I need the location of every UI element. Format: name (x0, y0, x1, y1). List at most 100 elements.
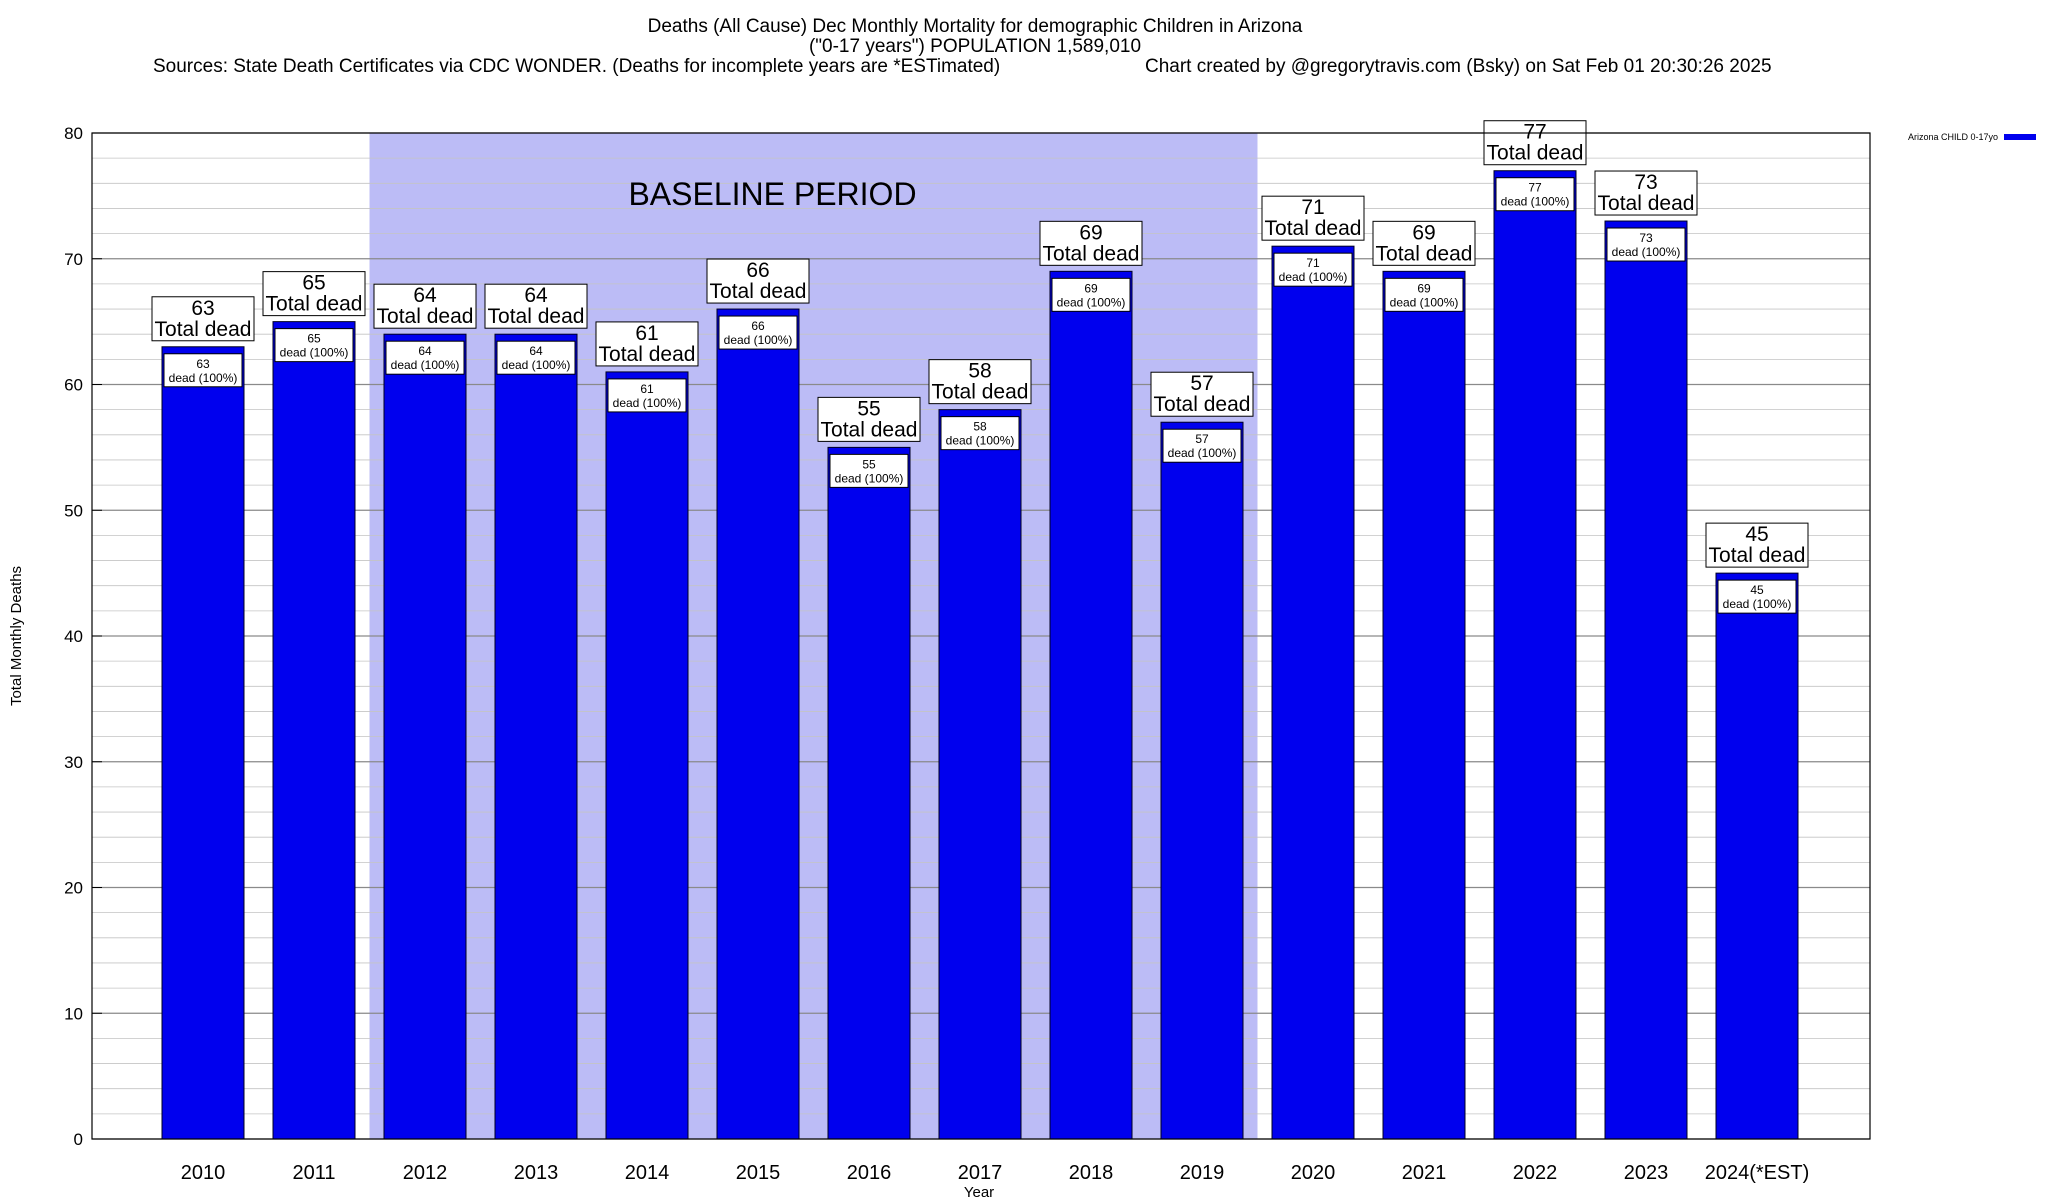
y-tick-label: 0 (74, 1130, 83, 1149)
x-tick-label: 2020 (1291, 1162, 1336, 1184)
bar (161, 346, 245, 1140)
inner-label-box (496, 340, 576, 375)
total-label-box (595, 321, 699, 367)
total-label-box (1594, 170, 1698, 216)
total-label-suffix: Total dead (710, 280, 807, 303)
legend-swatch (2004, 134, 2036, 140)
inner-label-box (1273, 252, 1353, 287)
x-tick-label: 2017 (958, 1162, 1003, 1184)
inner-label-suffix: dead (100%) (280, 346, 349, 360)
inner-label-value: 45 (1750, 583, 1764, 597)
inner-label-value: 65 (307, 332, 321, 346)
total-label-value: 55 (857, 397, 880, 420)
bar (938, 409, 1022, 1140)
total-label-suffix: Total dead (821, 418, 918, 441)
total-label-suffix: Total dead (1487, 142, 1584, 165)
x-tick-label: 2011 (292, 1162, 335, 1184)
inner-label-box (940, 416, 1020, 451)
inner-label-value: 77 (1528, 181, 1542, 195)
y-tick-label: 10 (64, 1004, 83, 1023)
x-tick-label: 2014 (625, 1162, 670, 1184)
total-label-suffix: Total dead (1154, 393, 1251, 416)
y-axis-label: Total Monthly Deaths (8, 566, 25, 706)
total-label-box (262, 271, 366, 317)
total-label-suffix: Total dead (155, 318, 252, 341)
inner-label-suffix: dead (100%) (1390, 295, 1459, 309)
total-label-box (151, 296, 255, 342)
total-label-box (484, 283, 588, 329)
chart-credit: Chart created by @gregorytravis.com (Bsk… (1145, 56, 1772, 77)
bar (605, 371, 689, 1140)
total-label-suffix: Total dead (1376, 242, 1473, 265)
inner-label-box (163, 353, 243, 388)
x-tick-label: 2024(*EST) (1705, 1162, 1810, 1184)
x-tick-label: 2010 (181, 1162, 226, 1184)
total-label-suffix: Total dead (488, 305, 585, 328)
total-label-value: 77 (1523, 121, 1546, 144)
total-label-suffix: Total dead (1709, 544, 1806, 567)
inner-label-box (385, 340, 465, 375)
total-label-box (1705, 522, 1809, 568)
inner-label-suffix: dead (100%) (1501, 195, 1570, 209)
inner-label-value: 58 (973, 420, 987, 434)
inner-label-value: 66 (751, 319, 765, 333)
total-label-value: 69 (1079, 221, 1102, 244)
plot-border (91, 132, 1871, 1140)
inner-label-box (607, 378, 687, 413)
inner-label-value: 73 (1639, 231, 1653, 245)
chart-sources: Sources: State Death Certificates via CD… (153, 56, 1000, 77)
inner-label-suffix: dead (100%) (169, 371, 238, 385)
inner-label-value: 71 (1306, 256, 1320, 270)
y-tick-label: 40 (64, 627, 83, 646)
x-tick-label: 2022 (1513, 1162, 1558, 1184)
y-tick-label: 80 (64, 124, 83, 143)
inner-label-suffix: dead (100%) (502, 358, 571, 372)
baseline-label: BASELINE PERIOD (628, 176, 916, 212)
bar (272, 321, 356, 1140)
y-tick-label: 70 (64, 250, 83, 269)
inner-label-value: 69 (1084, 281, 1098, 295)
total-label-box (1483, 120, 1587, 166)
total-label-suffix: Total dead (1265, 217, 1362, 240)
bar (1049, 270, 1133, 1140)
chart-title-line1: Deaths (All Cause) Dec Monthly Mortality… (648, 16, 1303, 37)
x-tick-label: 2018 (1069, 1162, 1114, 1184)
inner-label-suffix: dead (100%) (1168, 446, 1237, 460)
x-tick-label: 2021 (1402, 1162, 1447, 1184)
legend-label: Arizona CHILD 0-17yo (1908, 132, 1998, 142)
inner-label-value: 69 (1417, 281, 1431, 295)
bar (716, 308, 800, 1140)
bar (1493, 170, 1577, 1140)
inner-label-value: 64 (529, 344, 543, 358)
inner-label-suffix: dead (100%) (835, 471, 904, 485)
inner-label-suffix: dead (100%) (391, 358, 460, 372)
total-label-value: 63 (191, 297, 214, 320)
inner-label-suffix: dead (100%) (1723, 597, 1792, 611)
total-label-box (1039, 220, 1143, 266)
total-label-box (706, 258, 810, 304)
inner-label-box (274, 328, 354, 363)
chart-title-line2: ("0-17 years") POPULATION 1,589,010 (809, 36, 1141, 57)
total-label-value: 61 (635, 322, 658, 345)
total-label-box (373, 283, 477, 329)
inner-label-value: 55 (862, 457, 876, 471)
inner-label-box (1717, 579, 1797, 614)
inner-label-box (1051, 277, 1131, 312)
x-tick-label: 2016 (847, 1162, 892, 1184)
x-axis-label: Year (964, 1184, 994, 1200)
x-tick-label: 2023 (1624, 1162, 1669, 1184)
total-label-value: 57 (1190, 372, 1213, 395)
